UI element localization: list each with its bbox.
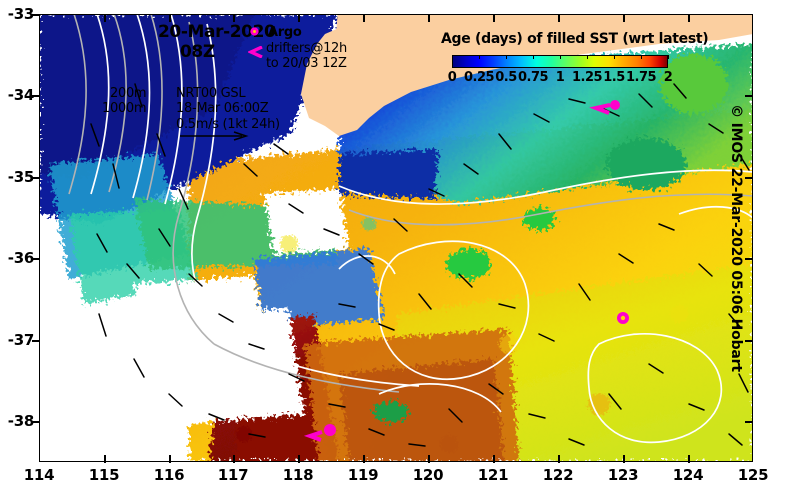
colorbar-tick-1: 1 <box>555 70 565 85</box>
colorbar-tick-1.5: 1.5 <box>603 70 625 85</box>
ytick-38: -38 <box>7 412 35 430</box>
colorbar-tick-1.75: 1.75 <box>625 70 657 85</box>
argo-float-icon <box>250 27 259 36</box>
xtick-123: 123 <box>607 466 639 484</box>
ytick-37: -37 <box>7 331 35 349</box>
drifter-legend-line1: drifters@12h <box>266 41 347 56</box>
bathymetry-1000m-contour <box>68 14 753 393</box>
argo-markers <box>303 100 629 442</box>
map-time-label: 08Z <box>180 42 215 62</box>
bathymetry-200m-contour <box>90 14 753 444</box>
current-model-label: NRT00 GSL <box>176 86 246 101</box>
xtick-117: 117 <box>217 466 249 484</box>
xtick-119: 119 <box>347 466 379 484</box>
drifter-track-icon <box>248 46 263 58</box>
sst-age-raster <box>39 14 753 462</box>
colorbar-title: Age (days) of filled SST (wrt latest) <box>441 31 709 47</box>
ytick-35: -35 <box>7 168 35 186</box>
ytick-33: -33 <box>7 5 35 23</box>
xtick-116: 116 <box>153 466 185 484</box>
current-vectors <box>90 83 750 447</box>
drifter-legend-line2: to 20/03 12Z <box>266 56 347 71</box>
xtick-114: 114 <box>23 466 55 484</box>
credit-label: © IMOS 22-Mar-2020 05:06 Hobart <box>728 104 744 372</box>
xtick-118: 118 <box>282 466 314 484</box>
xtick-120: 120 <box>412 466 444 484</box>
ytick-36: -36 <box>7 249 35 267</box>
xtick-124: 124 <box>672 466 704 484</box>
ytick-34: -34 <box>7 86 35 104</box>
landmass <box>301 14 753 136</box>
colorbar-tick-0: 0 <box>447 70 457 85</box>
colorbar-tick-1.25: 1.25 <box>571 70 603 85</box>
contour-1000m-label: 1000m <box>102 101 147 116</box>
argo-legend-label: Argo <box>268 25 302 40</box>
current-scale-arrow-icon <box>180 131 249 141</box>
map-date-label: 20-Mar-2020 <box>158 22 276 42</box>
contour-200m-label: 200m <box>110 86 147 101</box>
colorbar-tick-0.5: 0.5 <box>495 70 517 85</box>
xtick-121: 121 <box>477 466 509 484</box>
map-plot-area[interactable] <box>39 14 753 462</box>
colorbar-tick-2: 2 <box>663 70 673 85</box>
current-scale-label: 0.5m/s (1kt 24h) <box>176 117 280 132</box>
xtick-125: 125 <box>737 466 769 484</box>
xtick-115: 115 <box>88 466 120 484</box>
xtick-122: 122 <box>542 466 574 484</box>
colorbar-tick-0.25: 0.25 <box>463 70 495 85</box>
current-valid-label: 18-Mar 06:00Z <box>176 101 269 116</box>
colorbar-tick-0.75: 0.75 <box>517 70 549 85</box>
